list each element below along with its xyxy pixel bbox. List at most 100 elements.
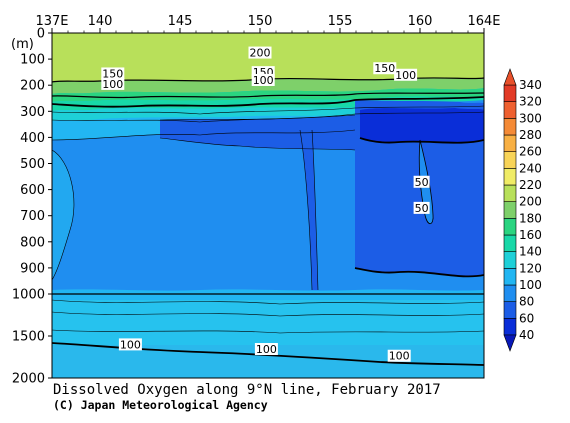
contour-thin-3	[52, 129, 356, 141]
colorbar-label-3: 100	[519, 278, 542, 292]
field-column-152	[300, 130, 318, 290]
contour-label-bg-8	[413, 201, 430, 214]
contour-label-10: 100	[256, 343, 277, 356]
y-axis-unit-label: (m)	[11, 37, 34, 52]
contour-label-bg-5	[373, 62, 397, 75]
contour-label-8: 50	[415, 202, 429, 215]
y-tick-label-1: 100	[20, 53, 45, 68]
colorbar-segment-4	[503, 251, 517, 269]
contour-label-4: 100	[253, 74, 274, 87]
x-tick-label-5: 160	[408, 14, 433, 29]
y-tick-label-9: 900	[20, 261, 45, 276]
colorbar-segment-14	[503, 84, 517, 102]
contour-thin-8	[311, 129, 319, 291]
y-tick-label-3: 300	[20, 105, 45, 120]
chart-title: Dissolved Oxygen along 9°N line, Februar…	[53, 382, 441, 398]
field-east-low	[355, 100, 484, 277]
colorbar: 40 60 80 100 120 140 160 180 200 220 240 260 280 300 3…	[503, 68, 542, 352]
plot-frame	[51, 32, 485, 379]
colorbar-segment-9	[503, 168, 517, 186]
contour-200	[52, 77, 484, 83]
contour-label-11: 100	[389, 350, 410, 363]
x-tick-label-4: 155	[328, 14, 353, 29]
colorbar-label-9: 220	[519, 178, 542, 192]
contour-label-bg-4	[251, 73, 275, 86]
contour-thin-6	[159, 137, 356, 151]
colorbar-segment-12	[503, 118, 517, 136]
contour-label-7: 50	[415, 176, 429, 189]
contour-label-bg-11	[387, 349, 411, 362]
y-tick-label-7: 700	[20, 209, 45, 224]
y-tick-label-lower-0: 1500	[12, 330, 45, 345]
y-tick-label-2: 200	[20, 79, 45, 94]
colorbar-over-arrow	[503, 68, 517, 86]
colorbar-segment-10	[503, 151, 517, 169]
y-tick-label-8: 800	[20, 235, 45, 250]
colorbar-segment-7	[503, 201, 517, 219]
colorbar-label-6: 160	[519, 228, 542, 242]
y-tick-label-lower-1: 2000	[12, 372, 45, 387]
contour-label-bg-0	[248, 46, 272, 59]
contour-label-9: 100	[120, 338, 141, 351]
y-tick-label-4: 400	[20, 131, 45, 146]
contour-thin-7	[299, 129, 313, 291]
contour-thin-10	[52, 311, 484, 317]
x-tick-label-3: 150	[248, 14, 273, 29]
y-tick-label-6: 600	[20, 183, 45, 198]
colorbar-segment-11	[503, 134, 517, 152]
colorbar-segment-1	[503, 301, 517, 319]
x-tick-label-2: 145	[168, 14, 193, 29]
colorbar-segment-0	[503, 318, 517, 336]
colorbar-label-15: 340	[519, 78, 542, 92]
contour-100	[52, 96, 484, 108]
colorbar-label-5: 140	[519, 245, 542, 259]
colorbar-segment-8	[503, 184, 517, 202]
y-tick-label-10: 1000	[12, 288, 45, 303]
contour-label-bg-2	[101, 77, 125, 90]
colorbar-label-13: 300	[519, 111, 542, 125]
contour-label-5: 150	[374, 62, 395, 75]
y-tick-label-5: 500	[20, 157, 45, 172]
field-east-min	[360, 108, 484, 143]
colorbar-label-11: 260	[519, 145, 542, 159]
colorbar-segment-5	[503, 234, 517, 252]
y-axis: 0 100 200 300 400 500 600 700 800 900 1000 1500 2000	[12, 27, 52, 387]
x-tick-label-6: 164E	[467, 14, 500, 29]
colorbar-label-10: 240	[519, 161, 542, 175]
colorbar-label-8: 200	[519, 195, 542, 209]
field-band-deep	[52, 300, 484, 345]
contour-thin-1	[52, 105, 484, 115]
y-tick-label-0: 0	[37, 27, 45, 42]
field-mid-region	[52, 130, 355, 291]
contour-50-upper	[359, 137, 484, 144]
contour-label-2: 100	[102, 78, 123, 91]
x-tick-label-1: 140	[88, 14, 113, 29]
colorbar-label-4: 120	[519, 261, 542, 275]
contour-label-6: 100	[395, 69, 416, 82]
contour-thin-5	[159, 114, 356, 121]
contour-label-bg-1	[101, 67, 125, 80]
colorbar-under-arrow	[503, 334, 517, 352]
contour-label-bg-10	[254, 343, 278, 356]
colorbar-segment-2	[503, 284, 517, 302]
field-gradient-2	[52, 88, 484, 102]
x-axis: 137E 140 145 150 155 160 164E	[35, 14, 501, 33]
colorbar-label-0: 40	[519, 328, 534, 342]
colorbar-segment-6	[503, 218, 517, 236]
colorbar-segment-13	[503, 101, 517, 119]
colorbar-label-1: 60	[519, 311, 534, 325]
contour-lines	[52, 77, 484, 366]
contour-thin-11	[52, 329, 484, 334]
colorbar-label-2: 80	[519, 295, 534, 309]
credit-text: (C) Japan Meteorological Agency	[53, 398, 268, 412]
contour-label-bg-9	[118, 338, 142, 351]
field-mid-left	[52, 150, 74, 280]
colorbar-label-12: 280	[519, 128, 542, 142]
contour-50	[354, 267, 484, 278]
x-tick-label-0: 137E	[35, 14, 68, 29]
contour-label-bg-7	[413, 175, 430, 188]
contour-150	[52, 92, 484, 99]
colorbar-label-7: 180	[519, 211, 542, 225]
